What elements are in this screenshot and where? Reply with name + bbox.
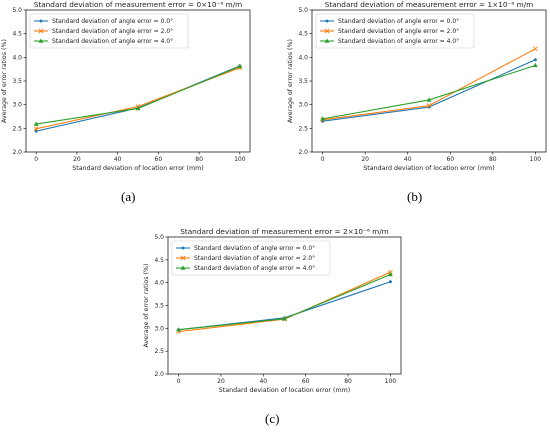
- legend-label: Standard deviation of angle error = 0.0°: [338, 18, 459, 25]
- data-point: [135, 105, 141, 111]
- legend-marker: [180, 265, 186, 270]
- chart-title: Standard deviation of measurement error …: [180, 227, 389, 236]
- legend-label: Standard deviation of angle error = 4.0°: [52, 38, 173, 45]
- data-point: [237, 63, 243, 69]
- y-tick-label: 4.0: [298, 54, 308, 61]
- legend-marker: [38, 38, 44, 43]
- x-axis-label: Standard deviation of location error (mm…: [72, 165, 203, 172]
- x-tick-label: 0: [177, 378, 181, 385]
- y-axis-label: Average of error ratios (%): [287, 39, 294, 123]
- legend-marker: [38, 28, 44, 34]
- y-axis-label: Average of error ratios (%): [143, 264, 150, 348]
- y-tick-label: 2.5: [12, 125, 22, 132]
- y-tick-label: 2.5: [298, 125, 308, 132]
- data-point: [533, 46, 538, 52]
- y-tick-label: 4.5: [154, 257, 164, 264]
- legend-label: Standard deviation of angle error = 4.0°: [194, 265, 315, 272]
- y-tick-label: 4.0: [12, 54, 22, 61]
- series-line-2: [36, 65, 241, 125]
- data-point: [533, 58, 537, 62]
- x-tick-label: 40: [404, 156, 412, 163]
- y-tick-label: 3.5: [298, 78, 308, 85]
- legend-marker: [39, 19, 43, 23]
- y-tick-label: 4.0: [154, 280, 164, 287]
- y-tick-label: 2.0: [298, 149, 308, 156]
- chart-title: Standard deviation of measurement error …: [325, 0, 534, 9]
- chart-title: Standard deviation of measurement error …: [34, 0, 243, 9]
- legend-label: Standard deviation of angle error = 0.0°: [194, 245, 315, 252]
- chart-0: Standard deviation of measurement error …: [1, 0, 251, 172]
- x-tick-label: 60: [302, 378, 310, 385]
- data-point: [320, 116, 326, 121]
- legend-marker: [324, 28, 330, 34]
- y-tick-label: 4.5: [12, 31, 22, 38]
- x-axis-label: Standard deviation of location error (mm…: [219, 387, 350, 394]
- series-line-2: [178, 273, 391, 331]
- y-tick-label: 5.0: [298, 7, 308, 14]
- y-tick-label: 3.5: [12, 78, 22, 85]
- x-tick-label: 100: [530, 156, 542, 163]
- legend-box: [171, 240, 331, 276]
- x-tick-label: 60: [155, 156, 163, 163]
- series-line-0: [322, 59, 536, 122]
- y-tick-label: 3.5: [154, 303, 164, 310]
- y-tick-label: 4.5: [298, 31, 308, 38]
- x-tick-label: 80: [195, 156, 203, 163]
- y-axis-label: Average of error ratios (%): [1, 39, 8, 123]
- x-tick-label: 60: [446, 156, 454, 163]
- legend-marker: [181, 246, 185, 250]
- y-tick-label: 2.0: [154, 371, 164, 378]
- data-point: [33, 126, 39, 132]
- x-tick-label: 20: [217, 378, 225, 385]
- legend-label: Standard deviation of angle error = 2.0°: [338, 28, 459, 35]
- chart-2: Standard deviation of measurement error …: [143, 227, 402, 394]
- x-tick-label: 100: [385, 378, 397, 385]
- legend-label: Standard deviation of angle error = 2.0°: [52, 28, 173, 35]
- data-point: [388, 280, 392, 284]
- y-tick-label: 3.0: [154, 325, 164, 332]
- x-tick-label: 80: [489, 156, 497, 163]
- x-tick-label: 100: [234, 156, 246, 163]
- y-tick-label: 2.5: [154, 348, 164, 355]
- legend-label: Standard deviation of angle error = 2.0°: [194, 255, 315, 262]
- legend-label: Standard deviation of angle error = 4.0°: [338, 38, 459, 45]
- data-point: [33, 121, 39, 126]
- series-line-0: [36, 65, 241, 132]
- x-tick-label: 80: [344, 378, 352, 385]
- x-tick-label: 0: [34, 156, 38, 163]
- data-point: [282, 316, 287, 321]
- series-line-1: [322, 48, 536, 121]
- data-point: [388, 271, 393, 277]
- legend-marker: [180, 255, 186, 261]
- legend-label: Standard deviation of angle error = 0.0°: [52, 18, 173, 25]
- x-axis-label: Standard deviation of location error (mm…: [363, 165, 494, 172]
- caption-c: (c): [265, 411, 280, 426]
- series-line-0: [178, 281, 391, 331]
- x-tick-label: 20: [361, 156, 369, 163]
- legend-box: [29, 13, 189, 49]
- data-point: [34, 129, 38, 133]
- x-tick-label: 40: [114, 156, 122, 163]
- series-line-1: [178, 271, 391, 333]
- y-tick-label: 3.0: [298, 102, 308, 109]
- legend-marker: [324, 38, 330, 43]
- caption-b: (b): [407, 189, 423, 204]
- data-point: [426, 103, 432, 108]
- legend-box: [315, 13, 475, 49]
- data-point: [176, 327, 181, 332]
- x-tick-label: 0: [321, 156, 325, 163]
- x-tick-label: 20: [73, 156, 81, 163]
- y-tick-label: 5.0: [154, 234, 164, 241]
- caption-a: (a): [121, 189, 136, 204]
- chart-1: Standard deviation of measurement error …: [287, 0, 547, 172]
- data-point: [532, 62, 538, 68]
- x-tick-label: 40: [259, 378, 267, 385]
- legend-marker: [325, 19, 329, 23]
- y-tick-label: 3.0: [12, 102, 22, 109]
- y-tick-label: 5.0: [12, 7, 22, 14]
- y-tick-label: 2.0: [12, 149, 22, 156]
- data-point: [426, 97, 432, 102]
